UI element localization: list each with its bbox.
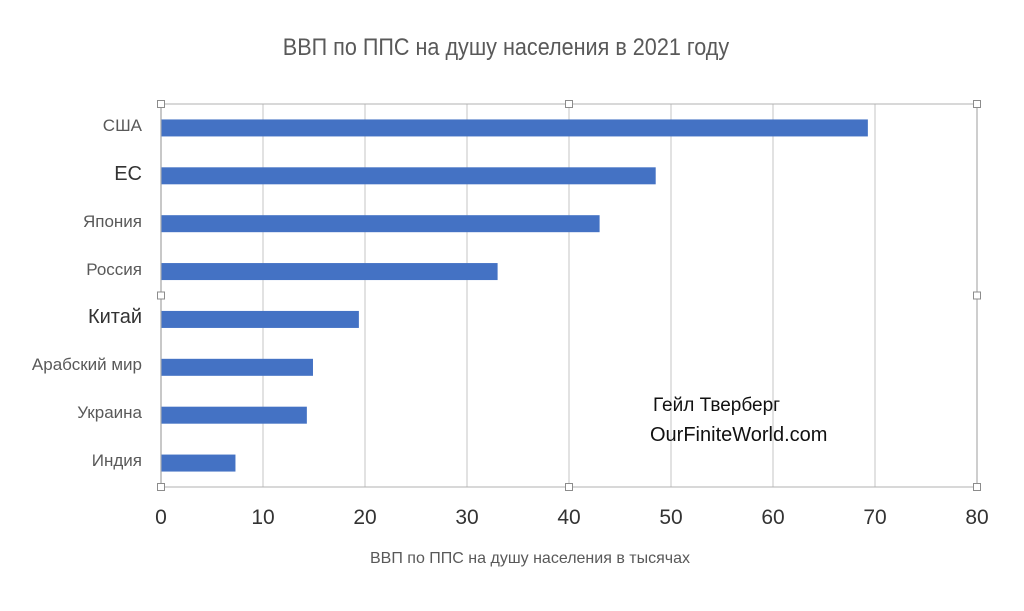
watermark-author: Гейл Тверберг — [653, 395, 781, 416]
chart-title: ВВП по ППС на душу населения в 2021 году — [282, 34, 730, 61]
category-label: Россия — [86, 259, 142, 279]
resize-handle[interactable] — [157, 291, 165, 300]
selection-frame — [157, 100, 981, 491]
category-label: Украина — [77, 403, 142, 423]
resize-handle[interactable] — [157, 100, 165, 108]
x-axis-label: ВВП по ППС на душу населения в тысячах — [370, 550, 690, 567]
x-tick-label: 30 — [455, 506, 479, 529]
resize-handle[interactable] — [973, 483, 981, 491]
category-label: Китай — [87, 306, 142, 329]
x-tick-label: 70 — [863, 506, 887, 529]
bars — [161, 119, 868, 472]
bar — [161, 406, 307, 424]
category-label: США — [102, 115, 142, 135]
resize-handle[interactable] — [973, 291, 981, 300]
gridlines — [160, 104, 978, 487]
watermark-site: OurFiniteWorld.com — [650, 424, 828, 446]
bar — [161, 263, 498, 281]
x-tick-label: 20 — [353, 506, 377, 529]
resize-handle[interactable] — [973, 100, 981, 108]
resize-handle[interactable] — [565, 100, 573, 108]
bar — [161, 310, 359, 328]
bar — [161, 358, 313, 376]
x-tick-label: 0 — [155, 506, 167, 529]
x-tick-label: 50 — [659, 506, 683, 529]
bar — [161, 215, 600, 233]
bar — [161, 167, 656, 185]
bar — [161, 454, 236, 472]
bar — [161, 119, 868, 137]
category-label: Япония — [82, 211, 142, 231]
category-label: Индия — [91, 451, 142, 471]
category-label: ЕС — [114, 162, 142, 185]
resize-handle[interactable] — [565, 483, 573, 491]
x-tick-label: 40 — [557, 506, 581, 529]
category-label: Арабский мир — [31, 355, 142, 375]
x-tick-label: 10 — [251, 506, 275, 529]
x-tick-label: 80 — [965, 506, 989, 529]
resize-handle[interactable] — [157, 483, 165, 491]
x-tick-label: 60 — [761, 506, 785, 529]
